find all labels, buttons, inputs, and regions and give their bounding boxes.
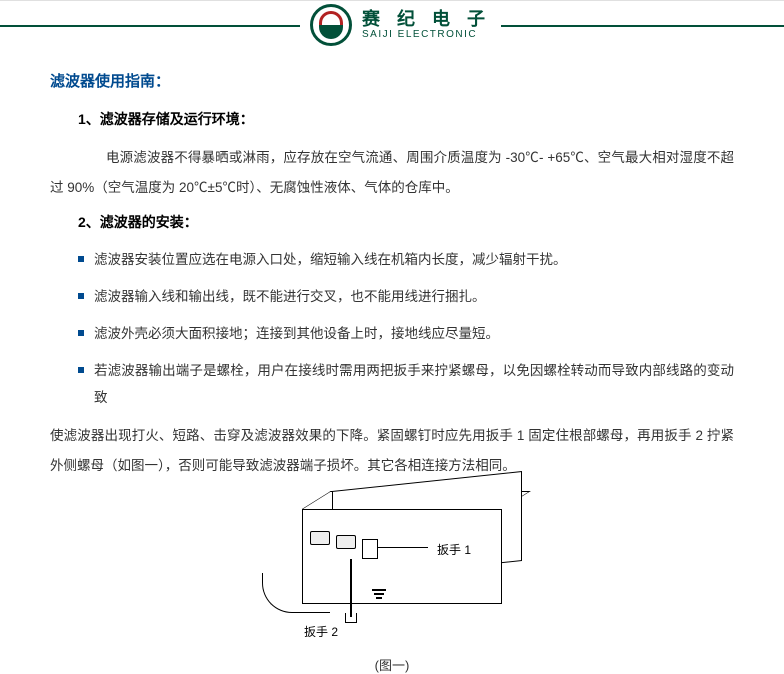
bullet-square-icon: [78, 330, 84, 336]
list-item: 滤波器安装位置应选在电源入口处，缩短输入线在机箱内长度，减少辐射干扰。: [78, 246, 734, 273]
figure-caption: (图一): [50, 655, 734, 674]
bullet-text: 若滤波器输出端子是螺栓，用户在接线时需用两把扳手来拧紧螺母，以免因螺栓转动而导致…: [94, 357, 734, 411]
section-2-continuation: 使滤波器出现打火、短路、击穿及滤波器效果的下降。紧固螺钉时应先用扳手 1 固定住…: [50, 421, 734, 480]
bullet-text: 滤波外壳必须大面积接地；连接到其他设备上时，接地线应尽量短。: [94, 320, 734, 347]
section-1-heading: 1、滤波器存储及运行环境：: [78, 109, 734, 129]
list-item: 滤波器输入线和输出线，既不能进行交叉，也不能用线进行捆扎。: [78, 283, 734, 310]
bullet-text: 滤波器安装位置应选在电源入口处，缩短输入线在机箱内长度，减少辐射干扰。: [94, 246, 734, 273]
bullet-square-icon: [78, 367, 84, 373]
logo-text: 赛 纪 电 子 SAIJI ELECTRONIC: [362, 10, 491, 41]
document-title: 滤波器使用指南：: [50, 70, 734, 91]
document-body: 滤波器使用指南： 1、滤波器存储及运行环境： 电源滤波器不得暴晒或淋雨，应存放在…: [0, 50, 784, 674]
logo-english: SAIJI ELECTRONIC: [362, 29, 491, 40]
list-item: 若滤波器输出端子是螺栓，用户在接线时需用两把扳手来拧紧螺母，以免因螺栓转动而导致…: [78, 357, 734, 411]
logo-mark-icon: [310, 4, 352, 46]
page-header: 赛 纪 电 子 SAIJI ELECTRONIC: [0, 0, 784, 50]
figure-diagram: 扳手 1 扳手 2: [242, 491, 542, 651]
section-1-paragraph: 电源滤波器不得暴晒或淋雨，应存放在空气流通、周围介质温度为 -30℃- +65℃…: [50, 143, 734, 202]
figure-label-wrench-2: 扳手 2: [304, 623, 338, 640]
bullet-list: 滤波器安装位置应选在电源入口处，缩短输入线在机箱内长度，减少辐射干扰。 滤波器输…: [78, 246, 734, 411]
figure-label-wrench-1: 扳手 1: [437, 541, 471, 558]
logo-chinese: 赛 纪 电 子: [362, 10, 491, 30]
bullet-square-icon: [78, 256, 84, 262]
company-logo: 赛 纪 电 子 SAIJI ELECTRONIC: [300, 1, 501, 49]
bullet-square-icon: [78, 293, 84, 299]
figure-container: 扳手 1 扳手 2 (图一): [50, 491, 734, 674]
bullet-text: 滤波器输入线和输出线，既不能进行交叉，也不能用线进行捆扎。: [94, 283, 734, 310]
list-item: 滤波外壳必须大面积接地；连接到其他设备上时，接地线应尽量短。: [78, 320, 734, 347]
section-2-heading: 2、滤波器的安装：: [78, 212, 734, 232]
